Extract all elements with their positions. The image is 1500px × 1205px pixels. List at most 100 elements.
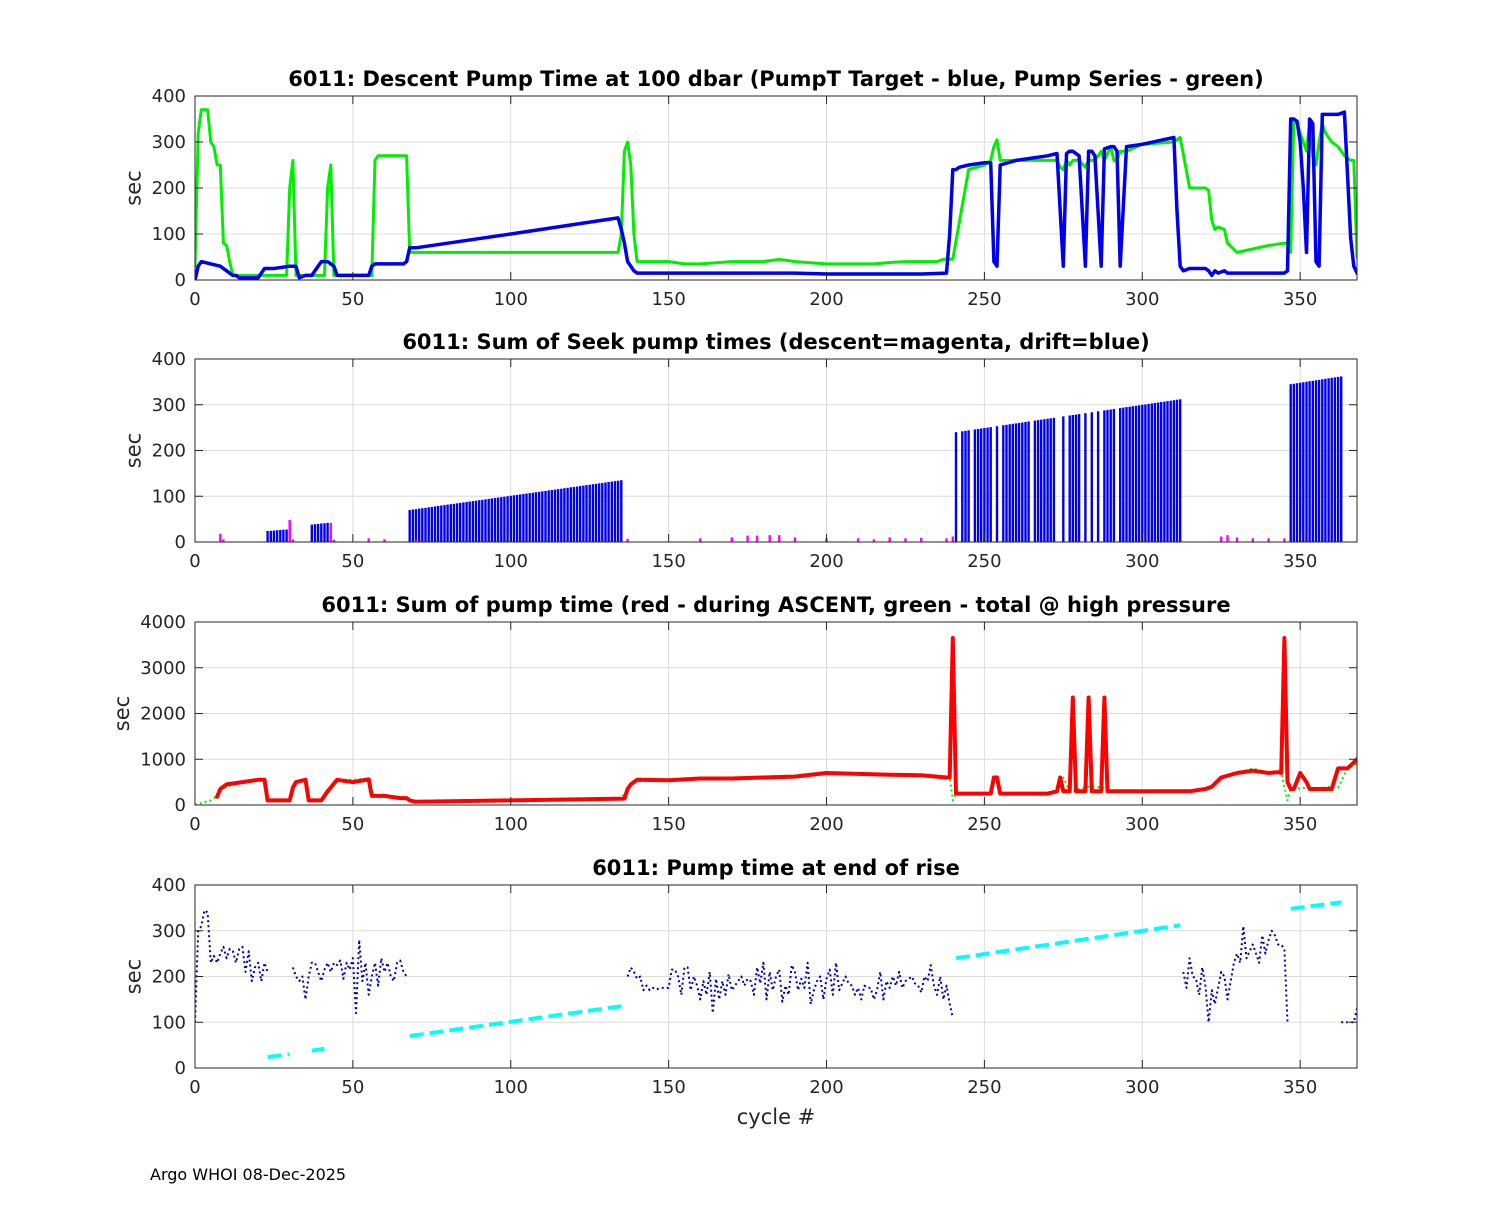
bar-drift xyxy=(1062,416,1065,542)
bar-drift xyxy=(1317,379,1321,542)
x-tick-label: 50 xyxy=(341,289,364,310)
bar-drift xyxy=(550,490,553,542)
series-line-cyan-dashed-5 xyxy=(1290,900,1342,911)
x-tick-label: 100 xyxy=(494,551,528,572)
bar-drift xyxy=(1131,406,1134,542)
bar-drift xyxy=(1125,407,1128,542)
x-tick-label: 150 xyxy=(651,1077,685,1098)
chart-panel-3: 0 50 100 150 200 250 300 350 0 1000 2000 3000 4000 60… xyxy=(110,593,1358,835)
x-tick-label: 100 xyxy=(494,814,528,835)
series-line-cyan-dashed-3 xyxy=(409,1004,622,1038)
y-tick-label: 300 xyxy=(152,395,186,416)
y-axis-label: sec xyxy=(122,959,146,994)
bar-drift xyxy=(468,501,471,542)
bar-drift xyxy=(427,507,430,542)
bar-drift xyxy=(575,486,579,542)
x-tick-label: 50 xyxy=(341,814,364,835)
series-line-navy-dotted-1 xyxy=(195,909,269,1023)
bar-descent xyxy=(699,538,702,542)
bar-drift xyxy=(496,497,500,542)
bar-drift xyxy=(616,480,620,542)
bar-drift xyxy=(1153,403,1157,542)
bar-descent xyxy=(778,535,781,542)
bar-drift xyxy=(995,426,999,542)
bar-descent xyxy=(888,537,891,542)
x-tick-label: 150 xyxy=(651,289,685,310)
bar-drift xyxy=(572,486,576,542)
bar-drift xyxy=(1179,399,1182,542)
bar-drift xyxy=(1336,376,1340,542)
y-tick-label: 0 xyxy=(175,532,186,553)
bar-drift xyxy=(594,483,598,542)
bar-drift xyxy=(553,489,557,542)
bar-drift xyxy=(1321,379,1324,542)
bar-drift xyxy=(411,509,415,542)
bar-drift xyxy=(531,492,535,542)
y-tick-label: 300 xyxy=(152,132,186,153)
bar-drift xyxy=(506,496,509,542)
x-tick-label: 300 xyxy=(1125,814,1159,835)
bar-drift xyxy=(418,508,421,542)
bar-drift xyxy=(1302,382,1305,542)
bar-drift xyxy=(500,497,503,542)
bar-drift xyxy=(1005,424,1008,542)
bar-drift xyxy=(528,493,531,542)
bar-drift xyxy=(519,494,522,542)
bar-descent xyxy=(1283,538,1286,542)
bar-drift xyxy=(1049,418,1052,542)
bar-drift xyxy=(1289,384,1292,542)
bar-drift xyxy=(455,503,459,542)
bar-drift xyxy=(591,484,595,542)
series-line-navy-dotted-3 xyxy=(626,961,954,1018)
x-tick-label: 350 xyxy=(1283,814,1317,835)
x-tick-label: 250 xyxy=(967,551,1001,572)
bar-drift xyxy=(967,430,970,542)
bar-descent xyxy=(1226,535,1229,542)
chart-panel-1: 0 50 100 150 200 250 300 350 0 100 200 300 400 6011: … xyxy=(122,67,1358,310)
bar-drift xyxy=(459,502,462,542)
bar-drift xyxy=(1021,422,1024,542)
x-tick-label: 350 xyxy=(1283,551,1317,572)
bar-drift xyxy=(1327,378,1330,542)
bar-drift xyxy=(1052,417,1056,542)
y-axis-label: sec xyxy=(122,433,146,468)
bar-drift xyxy=(566,487,569,542)
bar-descent xyxy=(920,537,923,542)
series-line-cyan-dashed-2 xyxy=(311,1046,325,1053)
bar-drift xyxy=(462,502,465,542)
bar-drift xyxy=(515,494,519,542)
bar-drift xyxy=(509,495,512,542)
y-tick-label: 4000 xyxy=(140,612,186,633)
bar-drift xyxy=(1324,378,1327,542)
bar-drift xyxy=(1141,404,1144,542)
bar-drift xyxy=(484,499,487,542)
bar-drift xyxy=(613,481,617,542)
x-tick-label: 350 xyxy=(1283,289,1317,310)
bar-drift xyxy=(433,506,437,542)
bar-drift xyxy=(1106,409,1109,542)
bar-drift xyxy=(436,506,440,542)
bar-drift xyxy=(1011,423,1014,542)
bar-drift xyxy=(279,530,282,542)
bar-drift xyxy=(430,506,433,542)
bar-drift xyxy=(493,498,497,542)
bar-drift xyxy=(440,505,443,542)
bar-drift xyxy=(471,501,475,542)
x-tick-label: 0 xyxy=(189,814,200,835)
x-tick-label: 300 xyxy=(1125,1077,1159,1098)
x-tick-label: 200 xyxy=(809,551,843,572)
chart-panel-2: 0 50 100 150 200 250 300 350 0 100 200 300 400 6011: … xyxy=(122,330,1358,572)
bar-drift xyxy=(269,530,272,542)
bar-drift xyxy=(544,490,547,542)
series-line-pumpt-target xyxy=(195,110,1357,280)
bar-drift xyxy=(620,480,623,542)
bar-drift xyxy=(1134,405,1138,542)
bar-drift xyxy=(1295,383,1299,542)
bar-drift xyxy=(512,495,516,542)
bar-drift xyxy=(541,491,544,542)
bar-drift xyxy=(1040,419,1043,542)
bar-drift xyxy=(1172,400,1176,542)
bar-drift xyxy=(1071,415,1074,542)
bar-descent xyxy=(1251,538,1254,542)
